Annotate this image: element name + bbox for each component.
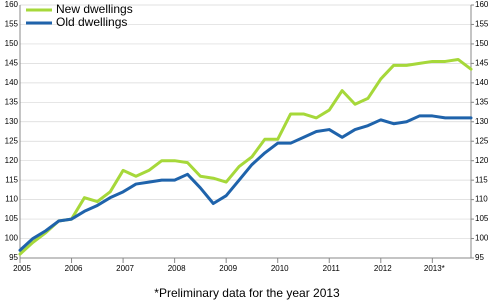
y-tick-label: 95: [9, 253, 18, 262]
y2-tick-label: 115: [475, 175, 488, 184]
y2-tick-label: 95: [475, 253, 484, 262]
y2-tick-label: 160: [475, 0, 489, 9]
y2-tick-label: 105: [475, 214, 489, 223]
x-tick-label: 2008: [168, 264, 186, 273]
y-tick-label: 145: [5, 58, 19, 67]
y-tick-label: 140: [5, 78, 19, 87]
y-tick-label: 120: [5, 156, 19, 165]
legend-label: Old dwellings: [56, 15, 127, 29]
data-line: [18, 57, 473, 256]
y2-tick-label: 140: [475, 78, 489, 87]
y2-tick-label: 135: [475, 97, 489, 106]
y-tick-label: 125: [5, 136, 19, 145]
x-tick-label: 2006: [65, 264, 83, 273]
x-tick-label: 2012: [374, 264, 392, 273]
y-tick-label: 155: [5, 20, 19, 29]
x-tick-label: 2011: [323, 264, 341, 273]
y2-tick-label: 120: [475, 156, 489, 165]
y2-tick-label: 145: [475, 58, 489, 67]
y-tick-label: 105: [5, 214, 19, 223]
y2-tick-label: 130: [475, 117, 489, 126]
y-tick-label: 100: [5, 234, 19, 243]
y2-tick-label: 155: [475, 20, 489, 29]
y2-tick-label: 110: [475, 195, 488, 204]
y2-tick-label: 100: [475, 234, 489, 243]
caption: *Preliminary data for the year 2013: [154, 286, 340, 300]
y-tick-label: 150: [5, 39, 19, 48]
y-tick-label: 130: [5, 117, 19, 126]
x-tick-label: 2010: [271, 264, 289, 273]
legend-label: New dwellings: [56, 2, 133, 16]
y2-tick-label: 150: [475, 39, 489, 48]
x-tick-label: 2009: [219, 264, 237, 273]
x-tick-label: 2005: [13, 264, 31, 273]
y-tick-label: 110: [5, 195, 18, 204]
x-tick-label: 2013*: [424, 264, 445, 273]
y-tick-label: 135: [5, 97, 19, 106]
y-tick-label: 115: [5, 175, 18, 184]
y-tick-label: 160: [5, 0, 19, 9]
data-line: [18, 114, 473, 252]
y2-tick-label: 125: [475, 136, 489, 145]
x-tick-label: 2007: [116, 264, 134, 273]
